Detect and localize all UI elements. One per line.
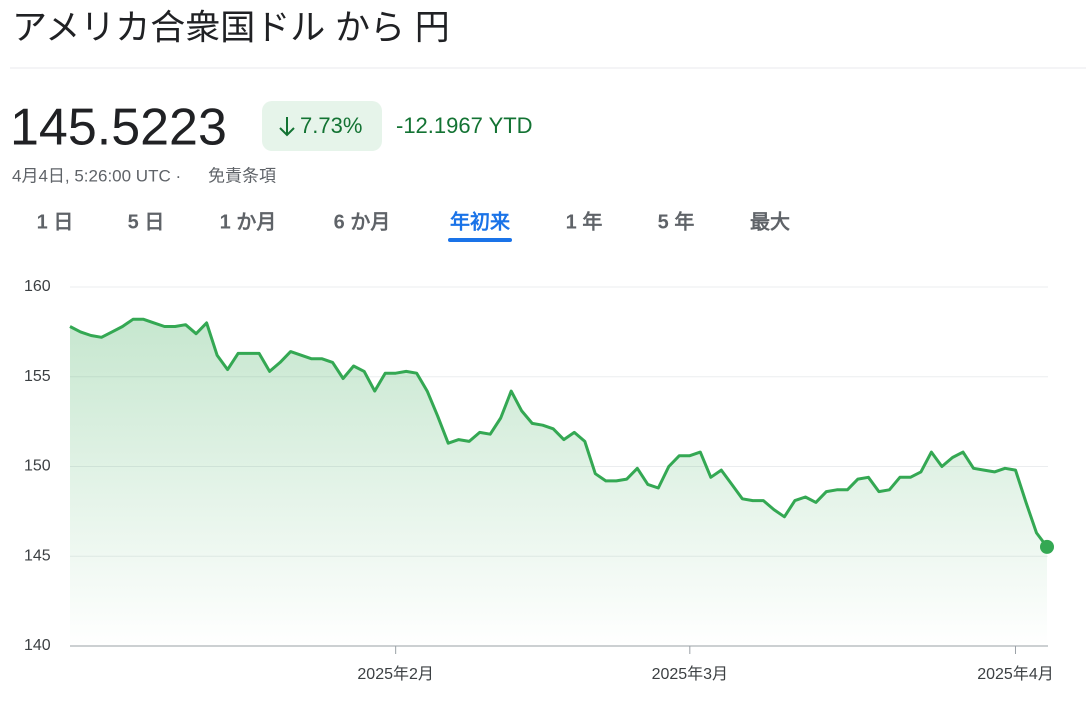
tab-underline [448,238,512,242]
tab[interactable]: 1 年 [566,209,603,233]
last-point [1040,539,1054,554]
price-line [69,317,1049,548]
tab[interactable]: 5 日 [128,211,165,233]
price: 145.5223 [10,99,227,157]
disclaimer-link[interactable]: 免責条項 [208,166,276,185]
tab[interactable]: 最大 [750,210,790,233]
tab[interactable]: 年初来 [450,209,511,233]
change-pct: 7.73% [300,113,362,138]
down-arrow [279,117,295,137]
tab[interactable]: 1 日 [37,211,74,233]
y-tick-label: 145 [24,547,51,564]
y-tick-label: 155 [24,368,51,385]
tab[interactable]: 6 か月 [334,210,391,233]
change: -12.1967 YTD [396,113,533,138]
x-tick-label: 2025年3月 [652,665,729,683]
title: アメリカ合衆国ドル から 円 [12,8,450,47]
tab[interactable]: 5 年 [658,209,695,233]
y-tick-label: 150 [24,458,51,475]
y-tick-label: 160 [24,278,51,295]
x-tick-label: 2025年4月 [977,665,1054,683]
area [70,319,1047,646]
x-tick-label: 2025年2月 [357,665,434,683]
change-badge [262,101,382,151]
timestamp: 4月4日, 5:26:00 UTC · [12,166,181,185]
y-tick-label: 140 [24,637,51,654]
tab[interactable]: 1 か月 [220,210,277,233]
